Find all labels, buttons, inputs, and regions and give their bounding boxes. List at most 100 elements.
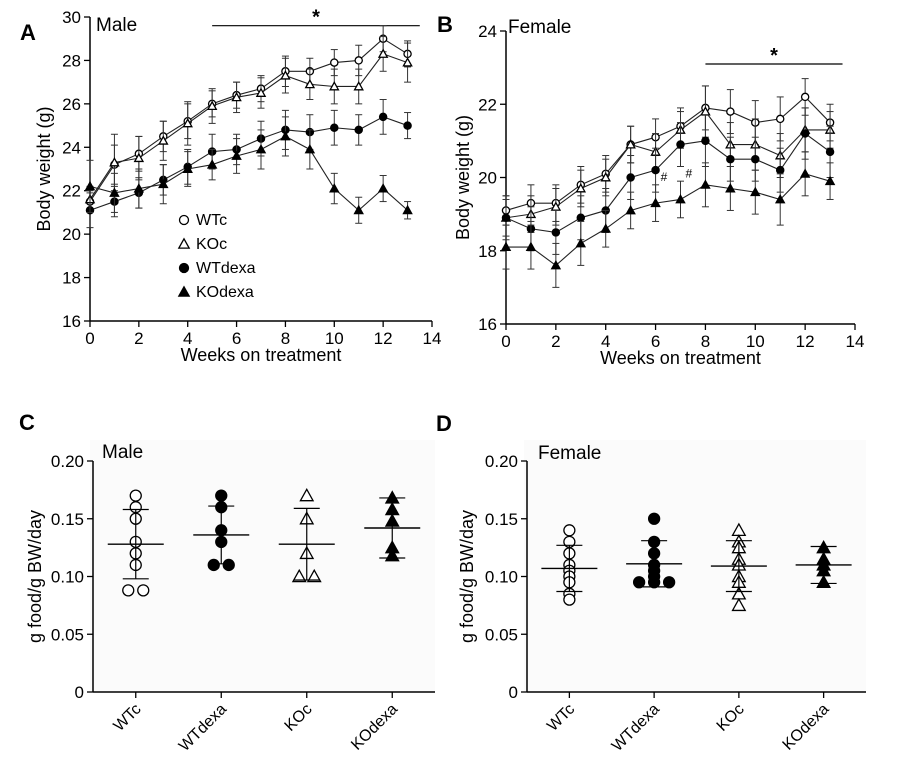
- x-tick-label: 0: [85, 329, 94, 348]
- y-tick-label: 16: [478, 315, 497, 334]
- y-axis-label: g food/g BW/day: [25, 510, 45, 643]
- x-tick-label: 4: [183, 329, 192, 348]
- data-point: [625, 139, 636, 149]
- x-tick-label: 4: [601, 332, 610, 351]
- x-tick-label: 10: [325, 329, 344, 348]
- data-point: [402, 204, 413, 215]
- y-tick-label: 0.05: [485, 625, 518, 644]
- series-line: [505, 110, 831, 219]
- data-point: [182, 117, 193, 128]
- data-point: [280, 70, 291, 80]
- y-tick-label: 0.05: [51, 625, 84, 644]
- data-point: [215, 489, 228, 502]
- y-tick-label: 0.20: [51, 452, 84, 471]
- y-tick-label: 26: [62, 95, 81, 114]
- data-point: [800, 129, 810, 138]
- panel-title: Male: [96, 15, 137, 36]
- data-point: [825, 147, 835, 157]
- y-tick-label: 18: [478, 242, 497, 261]
- data-point: [575, 183, 587, 193]
- x-tick-label: 6: [651, 332, 660, 351]
- data-point: [500, 241, 512, 252]
- y-tick-label: 24: [478, 22, 497, 41]
- data-point: [799, 168, 811, 178]
- data-point: [800, 92, 810, 102]
- series-KOdexa: [500, 151, 836, 288]
- hash-mark: #: [686, 167, 693, 181]
- data-point: [774, 193, 786, 204]
- data-point: [158, 135, 169, 145]
- significance-star: *: [770, 45, 778, 67]
- y-tick-label: 0.10: [51, 568, 84, 587]
- data-point: [109, 157, 120, 167]
- data-point: [222, 558, 235, 572]
- data-point: [231, 150, 242, 160]
- x-tick-label: 12: [374, 329, 393, 348]
- hash-mark: #: [661, 170, 668, 184]
- panel-letter: C: [19, 410, 35, 435]
- y-tick-label: 30: [62, 8, 81, 27]
- data-point: [675, 193, 686, 204]
- legend-marker: [177, 285, 191, 297]
- y-tick-label: 24: [62, 138, 81, 157]
- data-point: [133, 152, 145, 163]
- data-point: [676, 140, 685, 149]
- data-point: [600, 223, 611, 233]
- panel-letter: B: [437, 12, 453, 37]
- data-point: [750, 186, 761, 197]
- x-tick-label: 10: [746, 332, 765, 351]
- data-point: [330, 58, 339, 67]
- data-point: [626, 173, 635, 182]
- panel-d-background: [524, 440, 866, 692]
- data-point: [576, 213, 586, 223]
- data-point: [84, 180, 96, 191]
- data-point: [137, 584, 150, 597]
- data-point: [700, 179, 711, 189]
- panel-letter: D: [436, 411, 452, 436]
- series-KOdexa: [84, 116, 413, 224]
- data-point: [751, 154, 760, 164]
- series-line: [505, 132, 831, 234]
- x-tick-label: 12: [796, 332, 815, 351]
- data-point: [377, 48, 389, 58]
- data-point: [304, 78, 316, 89]
- data-point: [575, 237, 587, 248]
- x-tick-label: 14: [846, 332, 865, 351]
- data-point: [109, 187, 120, 197]
- data-point: [647, 512, 661, 525]
- data-point: [304, 143, 316, 154]
- y-tick-label: 0.10: [485, 568, 518, 587]
- data-point: [122, 584, 135, 597]
- data-point: [403, 121, 412, 130]
- series-line: [89, 53, 408, 200]
- x-tick-label: 8: [281, 329, 290, 348]
- data-point: [824, 175, 836, 186]
- data-point: [662, 576, 676, 589]
- y-tick-label: 22: [62, 182, 81, 201]
- data-point: [280, 130, 291, 141]
- data-point: [133, 183, 145, 193]
- data-point: [255, 143, 267, 154]
- data-point: [402, 57, 413, 67]
- y-axis-label: Body weight (g): [453, 115, 473, 240]
- x-tick-label: 8: [701, 332, 710, 351]
- legend-entry: WTc: [196, 212, 227, 229]
- data-point: [731, 597, 747, 612]
- data-point: [353, 204, 364, 215]
- data-point: [353, 81, 364, 91]
- panel-title: Male: [102, 442, 143, 463]
- x-tick-label: 2: [551, 332, 560, 351]
- data-point: [775, 165, 785, 175]
- data-point: [291, 568, 307, 583]
- legend-marker: [178, 262, 190, 274]
- panel-title: Female: [538, 443, 601, 464]
- y-tick-label: 0: [75, 683, 84, 702]
- data-point: [329, 183, 340, 193]
- panel-letter: A: [20, 20, 36, 45]
- data-point: [651, 165, 660, 175]
- data-point: [354, 56, 363, 65]
- series-line: [506, 173, 831, 267]
